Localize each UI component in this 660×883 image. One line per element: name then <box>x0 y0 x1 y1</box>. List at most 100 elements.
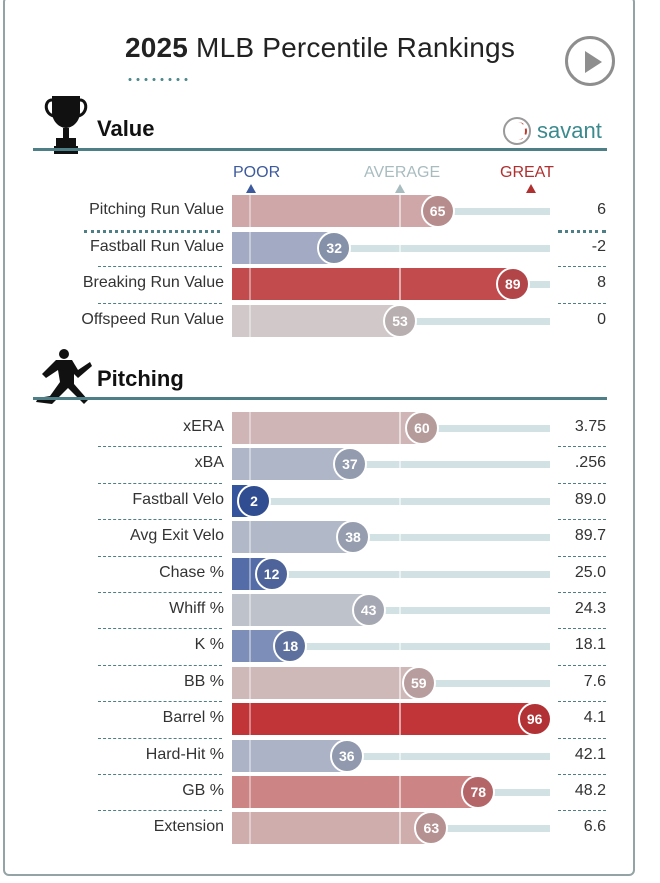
percentile-track <box>232 244 550 252</box>
percentile-track <box>232 497 550 505</box>
average-guide-line <box>399 195 401 227</box>
poor-guide-line <box>249 739 251 772</box>
metric-value: 6.6 <box>583 818 606 836</box>
scale-great-marker <box>526 184 536 193</box>
row-separator-left <box>98 810 222 812</box>
percentile-bubble: 53 <box>383 304 417 339</box>
average-guide-line <box>399 231 401 264</box>
row-separator-left <box>84 229 220 233</box>
percentile-bubble: 60 <box>404 411 439 445</box>
metric-label: Breaking Run Value <box>82 274 224 292</box>
page-title: 2025 MLB Percentile Rankings <box>125 32 515 63</box>
poor-guide-line <box>249 231 251 264</box>
poor-guide-line <box>249 703 251 736</box>
poor-guide-line <box>249 812 251 845</box>
metric-value: -2 <box>591 237 606 255</box>
metric-label: Chase % <box>159 563 224 581</box>
percentile-bubble: 43 <box>351 593 386 627</box>
metric-label: Offspeed Run Value <box>81 311 224 329</box>
poor-guide-line <box>249 412 251 444</box>
metric-value: 0 <box>597 311 606 329</box>
percentile-track <box>232 643 550 651</box>
row-separator-right <box>558 774 606 775</box>
percentile-bar <box>232 231 335 264</box>
row-separator-right <box>558 701 606 703</box>
pitcher-icon <box>36 349 92 404</box>
average-guide-line <box>399 448 401 481</box>
title-text: MLB Percentile Rankings <box>188 32 516 63</box>
row-separator-left <box>98 701 222 703</box>
average-guide-line <box>399 666 401 699</box>
metric-value: .256 <box>574 454 606 472</box>
value-section-rule <box>33 148 607 151</box>
percentile-bar <box>232 594 369 626</box>
percentile-bar <box>232 666 419 699</box>
metric-label: xBA <box>194 454 224 472</box>
metric-label: K % <box>194 636 224 654</box>
title-underline-dots <box>126 78 192 81</box>
scale-average-marker <box>395 184 405 193</box>
average-guide-line <box>399 594 401 626</box>
percentile-bar <box>232 268 513 301</box>
row-separator-right <box>558 303 606 305</box>
scale-average-label: AVERAGE <box>364 164 441 181</box>
section-title-value: Value <box>97 116 155 141</box>
metric-label: Pitching Run Value <box>89 201 224 218</box>
row-separator-left <box>98 266 222 268</box>
play-icon <box>585 51 602 73</box>
poor-guide-line <box>249 594 251 626</box>
metric-label: Extension <box>153 818 224 836</box>
percentile-bubble: 2 <box>237 483 271 518</box>
average-guide-line <box>399 812 401 845</box>
percentile-track <box>232 752 550 760</box>
row-separator-left <box>98 482 222 484</box>
metric-value: 42.1 <box>574 745 606 763</box>
row-separator-right <box>558 446 606 448</box>
percentile-bubble: 96 <box>517 702 552 737</box>
pitching-section-rule <box>33 397 607 400</box>
poor-guide-line <box>249 666 251 699</box>
play-button[interactable] <box>565 36 615 86</box>
row-separator-left <box>98 446 222 448</box>
percentile-bubble: 89 <box>495 267 530 302</box>
title-year: 2025 <box>124 32 189 63</box>
savant-label: savant <box>537 118 602 143</box>
poor-guide-line <box>249 195 251 227</box>
savant-link[interactable]: savant <box>503 116 602 146</box>
row-separator-right <box>558 737 606 739</box>
percentile-bar <box>232 739 347 772</box>
percentile-track <box>232 461 550 469</box>
percentile-bar <box>232 776 479 808</box>
percentile-bubble: 37 <box>332 447 367 482</box>
poor-guide-line <box>249 521 251 554</box>
row-separator-right <box>558 592 606 593</box>
metric-value: 48.2 <box>574 782 606 799</box>
metric-value: 24.3 <box>574 600 606 617</box>
poor-guide-line <box>249 630 251 663</box>
row-separator-left <box>98 737 222 739</box>
average-guide-line <box>399 557 401 590</box>
percentile-bubble: 18 <box>273 629 308 664</box>
percentile-bubble: 12 <box>254 556 289 591</box>
percentile-bar <box>232 195 438 227</box>
row-separator-right <box>558 810 606 812</box>
metric-label: Avg Exit Velo <box>130 527 224 545</box>
metric-label: Whiff % <box>169 600 224 617</box>
average-guide-line <box>399 776 401 808</box>
scale-poor-marker <box>246 184 256 193</box>
percentile-bubble: 32 <box>317 230 352 265</box>
row-separator-right <box>558 664 606 666</box>
scale-poor-label: POOR <box>233 164 281 181</box>
poor-guide-line <box>249 268 251 301</box>
percentile-track <box>232 534 550 542</box>
percentile-bubble: 63 <box>414 811 449 846</box>
row-separator-right <box>558 628 606 630</box>
metric-value: 18.1 <box>574 636 606 654</box>
poor-guide-line <box>249 448 251 481</box>
row-separator-right <box>558 555 606 557</box>
metric-label: Barrel % <box>162 709 224 727</box>
baseball-icon <box>503 117 531 145</box>
row-separator-right <box>558 266 606 268</box>
row-separator-left <box>98 774 222 775</box>
poor-guide-line <box>249 776 251 808</box>
